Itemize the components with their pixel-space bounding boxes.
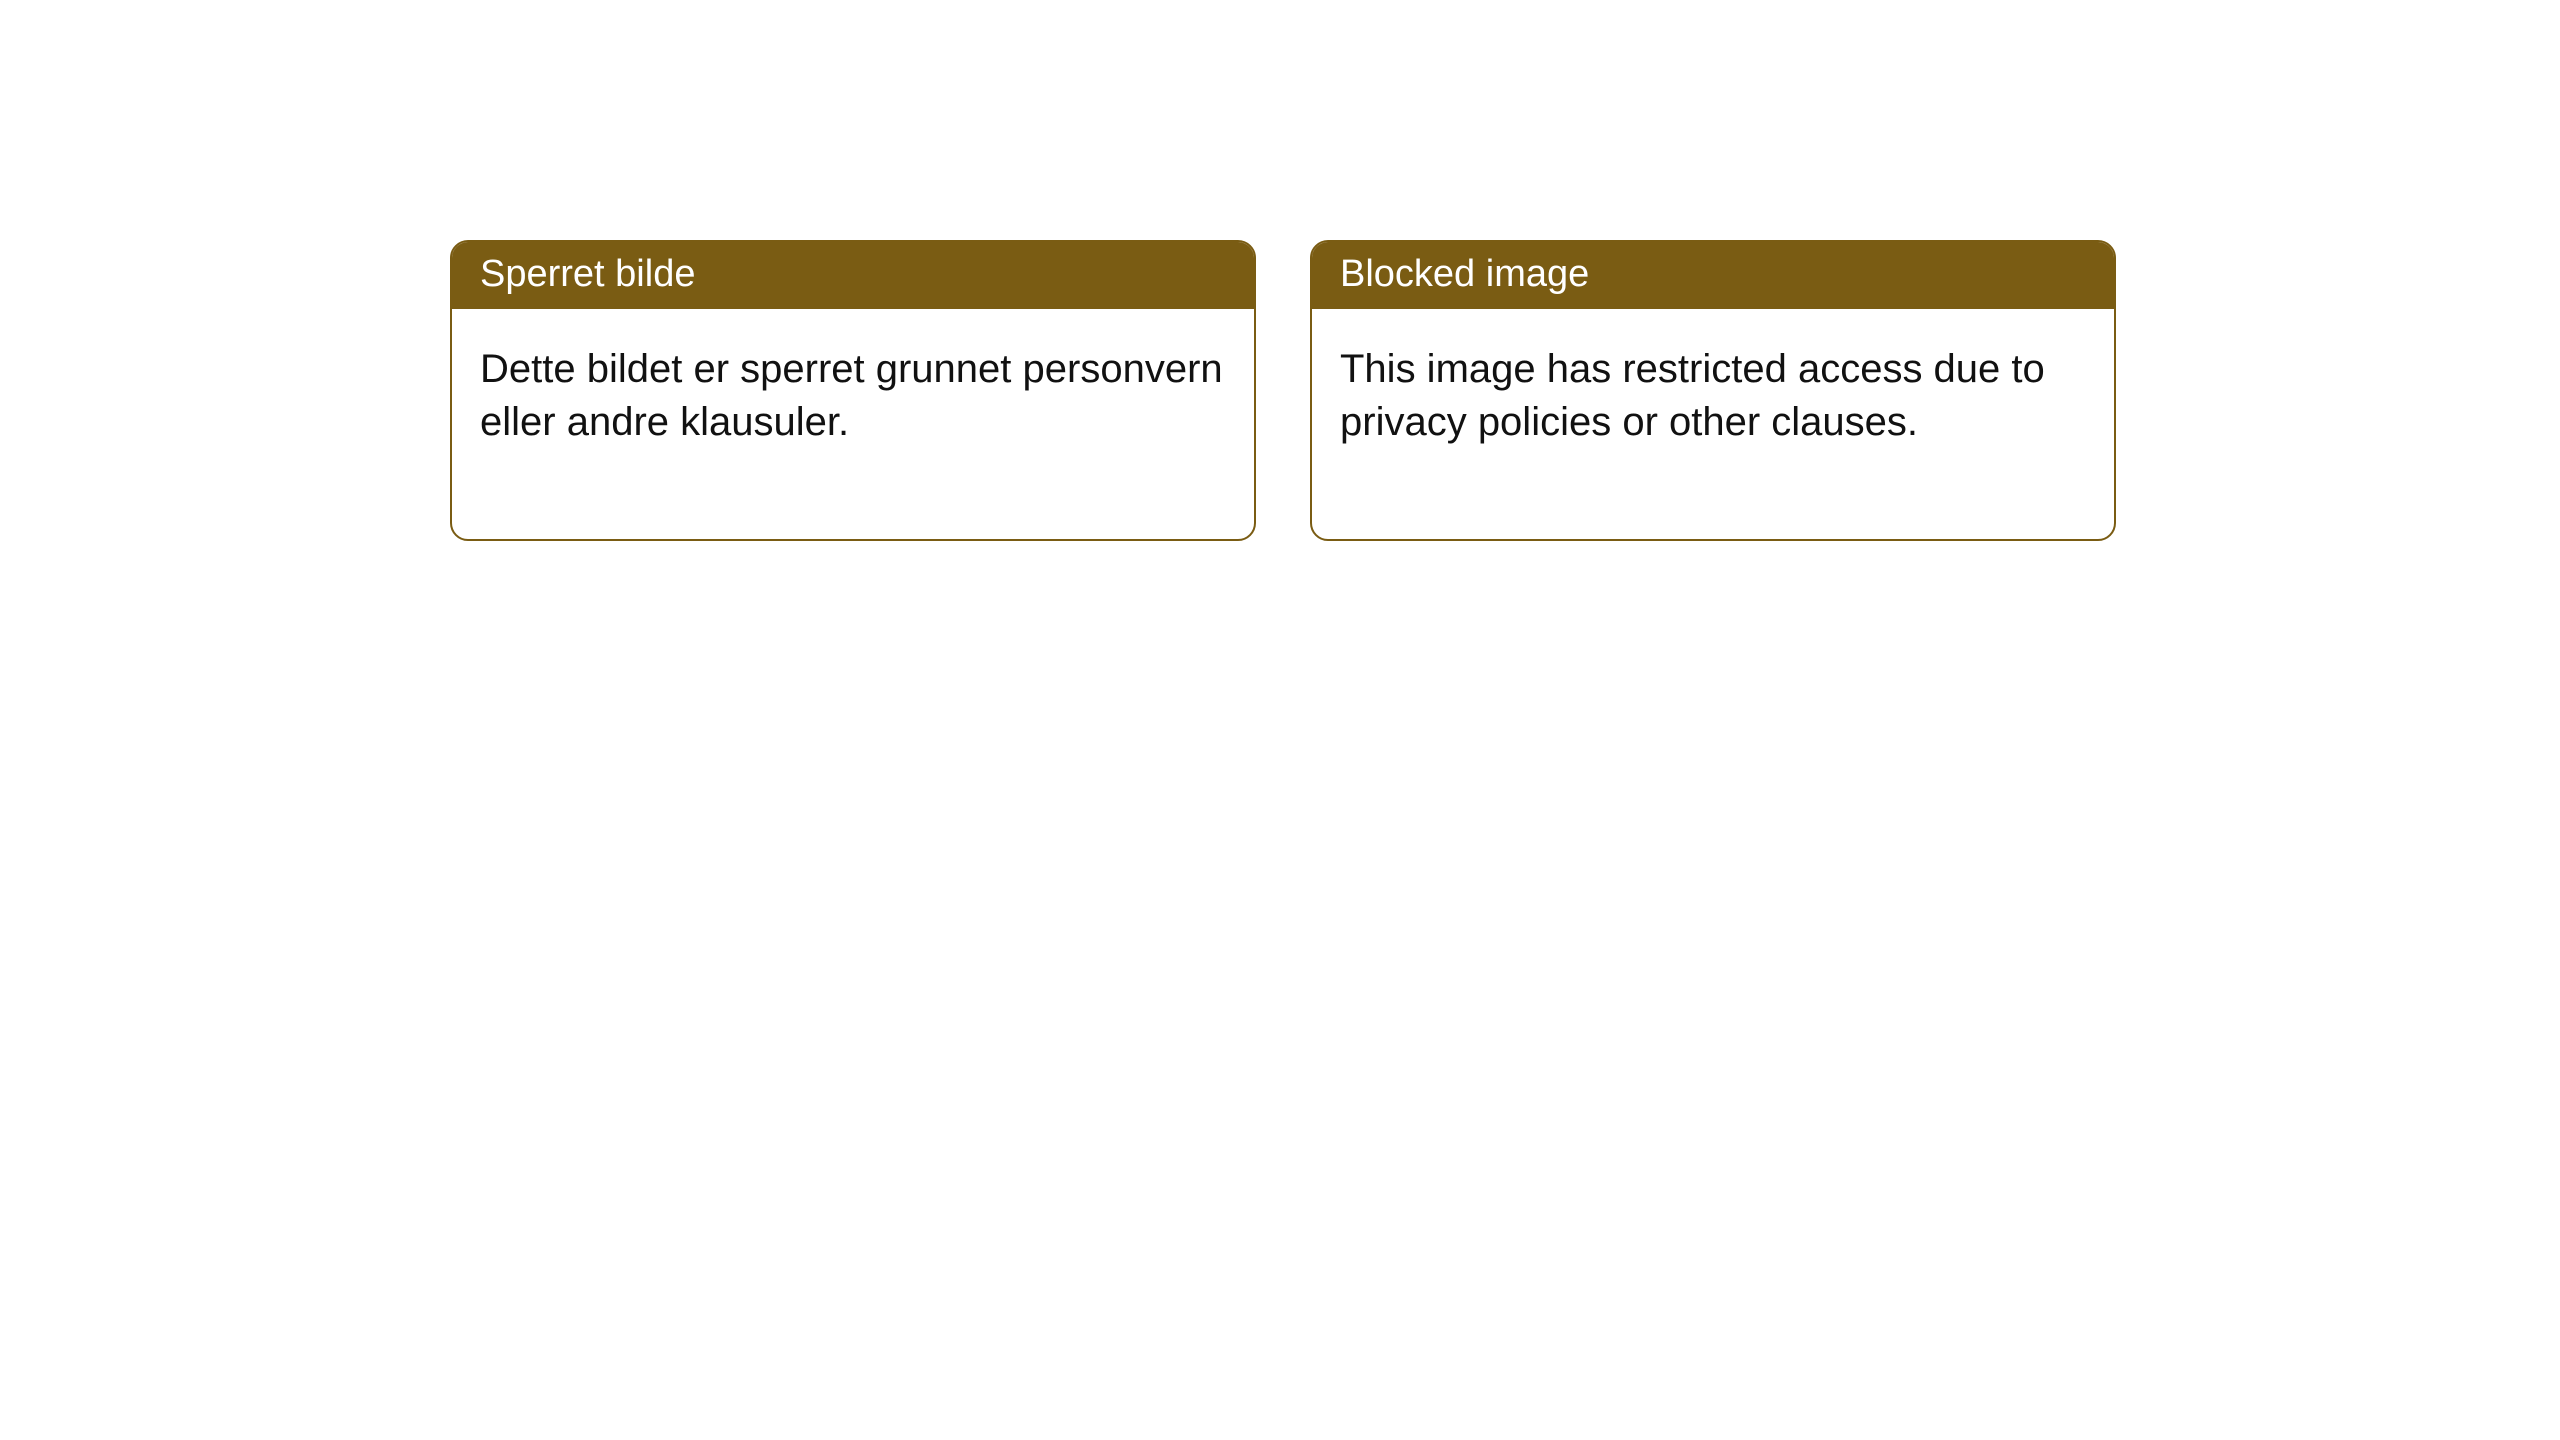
notice-header-en: Blocked image <box>1312 242 2114 309</box>
notice-body-no: Dette bildet er sperret grunnet personve… <box>452 309 1254 539</box>
notice-header-no: Sperret bilde <box>452 242 1254 309</box>
notice-card-en: Blocked image This image has restricted … <box>1310 240 2116 541</box>
notice-container: Sperret bilde Dette bildet er sperret gr… <box>0 0 2560 541</box>
notice-card-no: Sperret bilde Dette bildet er sperret gr… <box>450 240 1256 541</box>
notice-body-en: This image has restricted access due to … <box>1312 309 2114 539</box>
